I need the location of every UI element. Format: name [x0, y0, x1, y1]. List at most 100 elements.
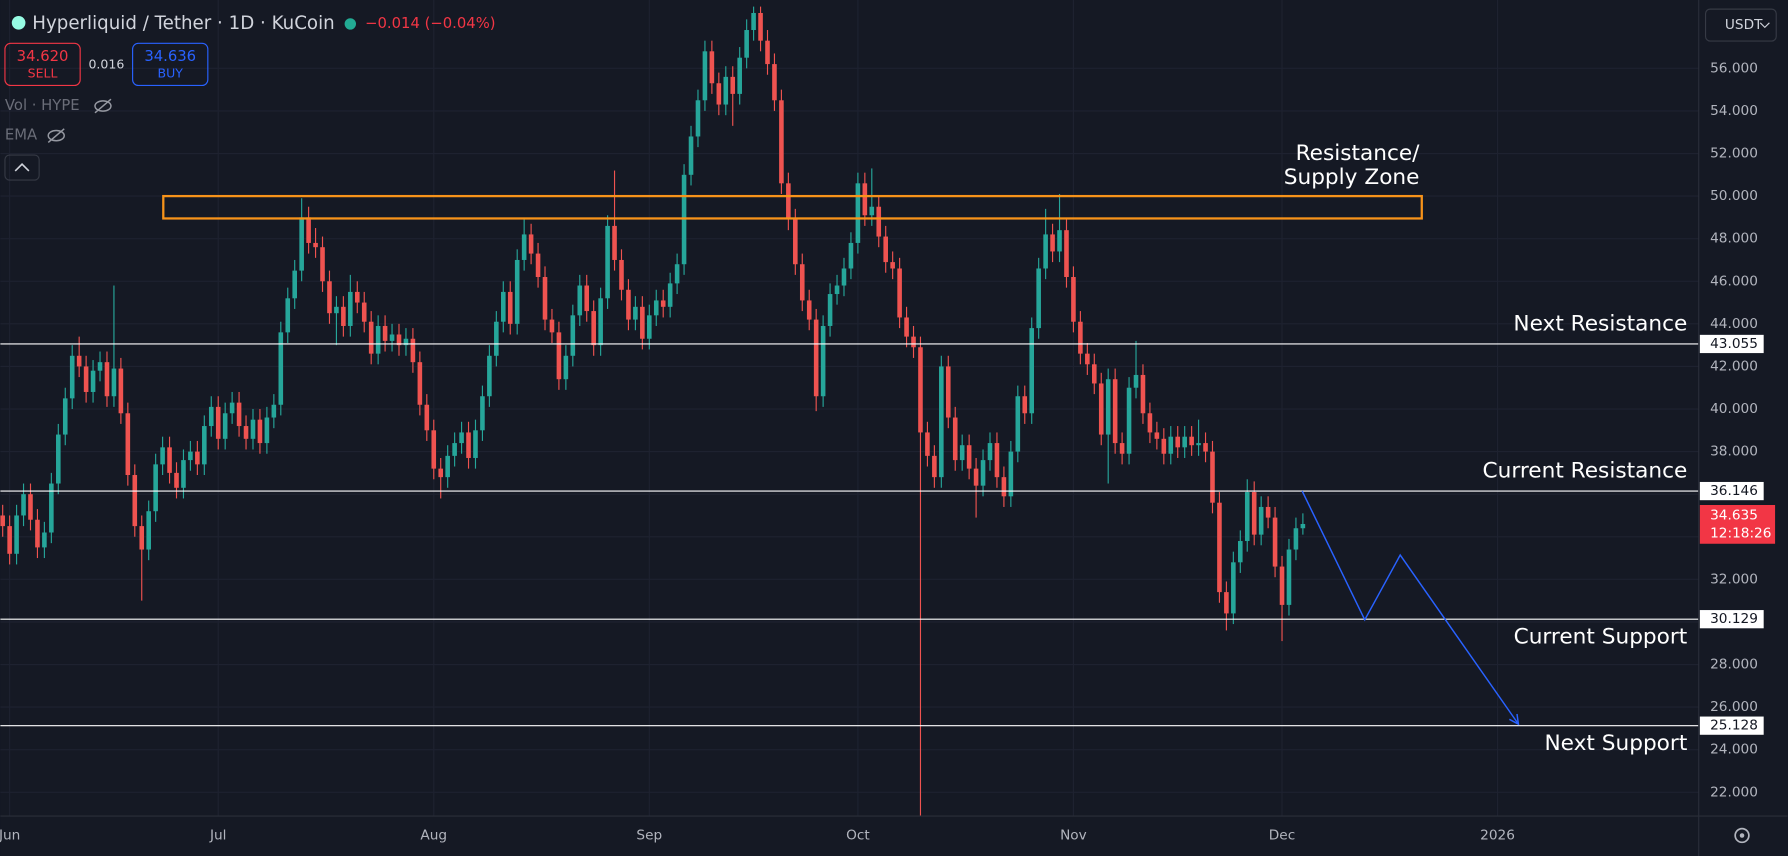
candle-body: [396, 334, 402, 346]
zone-label: Supply Zone: [1284, 165, 1420, 190]
x-tick-label: Nov: [1060, 827, 1087, 843]
candle-body: [1057, 230, 1062, 252]
candle-body: [480, 396, 485, 431]
y-tick-label: 56.000: [1710, 60, 1758, 76]
candle-body: [494, 321, 499, 356]
candle-body: [202, 426, 207, 465]
x-tick-label: Dec: [1269, 827, 1295, 843]
candle-body: [945, 366, 951, 418]
projection-arrowhead: [1509, 713, 1520, 726]
candle-body: [737, 57, 742, 94]
level-annotation: Next Resistance: [1513, 312, 1687, 337]
settings-icon[interactable]: [1734, 827, 1750, 844]
plot: Resistance/Supply Zone Next Resistance Cur…: [0, 6, 1699, 816]
symbol-title: Hyperliquid / Tether · 1D · KuCoin: [32, 13, 334, 34]
candle-body: [299, 217, 304, 271]
y-tick-label: 54.000: [1710, 103, 1758, 119]
candle-body: [1098, 383, 1104, 435]
candle-body: [320, 247, 325, 282]
candle-body: [1196, 443, 1201, 446]
supply-zone: [162, 194, 1423, 220]
candle-body: [786, 183, 791, 220]
dropdown-icon[interactable]: [1759, 22, 1770, 29]
x-tick-label: 2026: [1480, 827, 1515, 843]
candle-body: [897, 268, 902, 318]
candle-body: [779, 100, 784, 184]
sell-label[interactable]: SELL: [28, 66, 58, 81]
candle-body: [1140, 374, 1146, 414]
y-tick-label: 50.000: [1710, 188, 1758, 204]
candle-body: [876, 206, 882, 237]
candle-body: [188, 451, 193, 461]
level-price: 36.146: [1710, 483, 1758, 499]
indicator-label[interactable]: EMA: [5, 127, 37, 144]
candle-body: [939, 366, 944, 478]
candle-body: [146, 511, 151, 550]
candle-body: [834, 285, 840, 295]
candle-body: [806, 300, 812, 320]
candle-body: [125, 413, 131, 476]
candle-body: [667, 283, 673, 307]
candle-body: [626, 289, 631, 320]
candle-body: [292, 270, 297, 299]
candle-body: [507, 291, 513, 324]
buy-button[interactable]: [132, 42, 209, 87]
candle-body: [368, 321, 374, 354]
currency-select[interactable]: [1704, 8, 1777, 42]
x-tick-label: Sep: [636, 827, 662, 843]
candle-body: [869, 206, 875, 216]
candle-body: [410, 338, 416, 363]
candle-body: [577, 285, 583, 316]
candle-body: [1029, 328, 1035, 414]
candle-body: [1001, 477, 1007, 497]
candle-body: [980, 460, 986, 486]
candle-body: [855, 183, 861, 243]
candle-body: [28, 494, 33, 520]
candle-body: [813, 319, 819, 397]
candle-body: [674, 264, 680, 284]
candle-body: [1293, 528, 1299, 550]
sell-button[interactable]: [4, 42, 81, 87]
candle-body: [42, 532, 47, 548]
candle-body: [688, 136, 694, 175]
candle-body: [500, 291, 506, 322]
candle-body: [973, 468, 979, 486]
candle-body: [660, 300, 666, 307]
candle-body: [1258, 506, 1264, 535]
candle-body: [361, 302, 367, 322]
candle-body: [542, 277, 548, 320]
candle-body: [911, 336, 916, 348]
candle-body: [799, 264, 805, 301]
candle-body: [793, 219, 798, 265]
indicator-label[interactable]: Vol · HYPE: [5, 97, 80, 114]
candle-body: [403, 338, 409, 346]
candle-body: [521, 234, 527, 260]
currency[interactable]: USDT: [1725, 17, 1763, 33]
buy-price[interactable]: 34.636: [144, 48, 196, 65]
candle-body: [195, 451, 200, 465]
candle-body: [174, 472, 179, 488]
last-price: 34.635: [1710, 507, 1758, 523]
candle-body: [1189, 436, 1194, 446]
sell-price[interactable]: 34.620: [17, 48, 69, 65]
candle-body: [1133, 374, 1139, 388]
collapse-icon[interactable]: [14, 163, 30, 172]
candle-body: [709, 51, 715, 84]
candle-body: [584, 285, 590, 312]
buy-label[interactable]: BUY: [158, 66, 184, 81]
collapse-button[interactable]: [4, 154, 40, 181]
candle-body: [848, 242, 854, 269]
candle-body: [1203, 443, 1208, 452]
candle-body: [1112, 379, 1118, 444]
candle-body: [0, 515, 5, 527]
candle-body: [348, 291, 353, 326]
candle-body: [647, 315, 652, 339]
candle-body: [1126, 387, 1132, 454]
y-tick-label: 32.000: [1710, 571, 1758, 587]
candle-body: [1244, 492, 1250, 542]
x-tick-label: Jul: [209, 827, 226, 843]
candle-body: [21, 494, 26, 516]
hide-icon[interactable]: [94, 98, 112, 114]
candle-body: [278, 332, 284, 405]
hide-icon[interactable]: [47, 128, 65, 144]
